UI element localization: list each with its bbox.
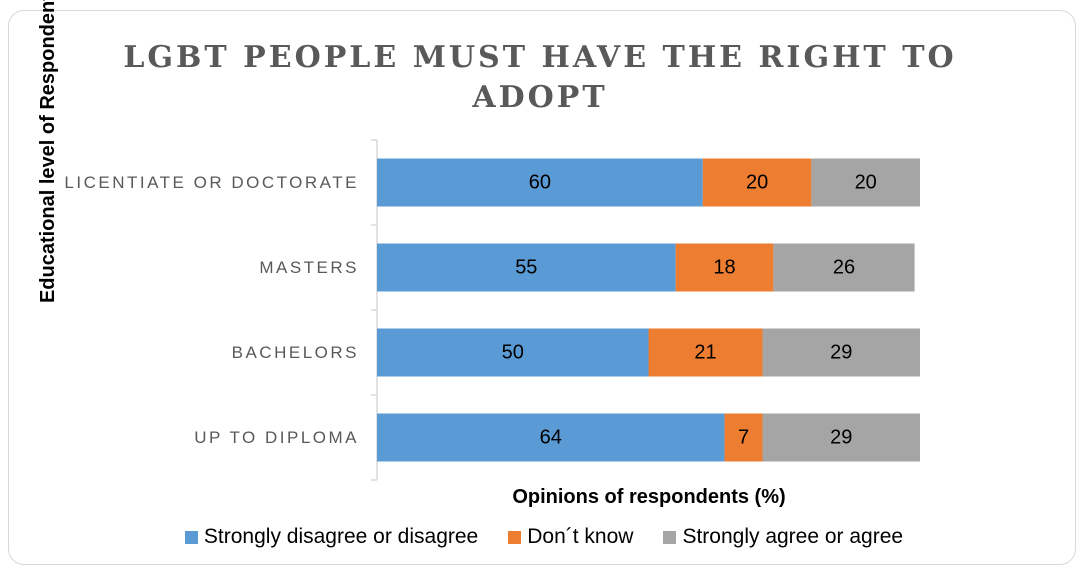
legend-label: Strongly agree or agree xyxy=(682,525,904,548)
data-label-don-t-know-masters: 18 xyxy=(713,257,735,279)
bar-strongly-agree-or-agree-up-to-diploma xyxy=(762,413,920,462)
legend: Strongly disagree or disagree Don´t know S… xyxy=(0,523,1088,551)
legend-swatch xyxy=(508,530,522,544)
bar-strongly-agree-or-agree-masters xyxy=(773,243,915,292)
bar-don-t-know-licentiate-or-doctorate xyxy=(702,158,812,207)
bar-don-t-know-masters xyxy=(675,243,774,292)
legend-swatch xyxy=(184,530,198,544)
bar-don-t-know-up-to-diploma xyxy=(724,413,763,462)
category-label-bachelors: BACHELORS xyxy=(232,343,359,362)
legend-item-strongly-agree-or-agree: Strongly agree or agree xyxy=(663,523,903,551)
legend-item-strongly-disagree-or-disagree: Strongly disagree or disagree xyxy=(184,523,479,551)
bar-don-t-know-bachelors xyxy=(648,328,763,377)
legend-label: Strongly disagree or disagree xyxy=(203,525,479,548)
data-label-strongly-agree-or-agree-up-to-diploma: 29 xyxy=(830,427,852,449)
category-label-up-to-diploma: UP TO DIPLOMA xyxy=(194,428,359,447)
legend-label: Don´t know xyxy=(527,525,634,548)
data-label-strongly-disagree-or-disagree-masters: 55 xyxy=(515,257,537,279)
legend-swatch xyxy=(663,530,677,544)
bar-strongly-disagree-or-disagree-masters xyxy=(377,243,676,292)
x-axis-title: Opinions of respondents (%) xyxy=(512,486,786,508)
data-label-don-t-know-up-to-diploma: 7 xyxy=(738,427,749,449)
bar-strongly-disagree-or-disagree-bachelors xyxy=(377,328,649,377)
data-label-don-t-know-licentiate-or-doctorate: 20 xyxy=(746,172,768,194)
category-label-masters: MASTERS xyxy=(259,258,359,277)
data-label-don-t-know-bachelors: 21 xyxy=(694,342,716,364)
bar-strongly-agree-or-agree-licentiate-or-doctorate xyxy=(811,158,920,207)
data-label-strongly-agree-or-agree-licentiate-or-doctorate: 20 xyxy=(855,172,877,194)
data-label-strongly-disagree-or-disagree-licentiate-or-doctorate: 60 xyxy=(529,172,551,194)
bar-strongly-disagree-or-disagree-licentiate-or-doctorate xyxy=(377,158,703,207)
legend-item-don-t-know: Don´t know xyxy=(508,523,633,551)
data-label-strongly-disagree-or-disagree-up-to-diploma: 64 xyxy=(540,427,562,449)
bar-strongly-disagree-or-disagree-up-to-diploma xyxy=(377,413,725,462)
data-label-strongly-agree-or-agree-bachelors: 29 xyxy=(830,342,852,364)
chart-title: LGBT PEOPLE MUST HAVE THE RIGHT TO ADOPT xyxy=(123,40,957,115)
bar-strongly-agree-or-agree-bachelors xyxy=(762,328,920,377)
category-label-licentiate-or-doctorate: LICENTIATE OR DOCTORATE xyxy=(64,173,359,192)
data-label-strongly-disagree-or-disagree-bachelors: 50 xyxy=(502,342,524,364)
data-label-strongly-agree-or-agree-masters: 26 xyxy=(833,257,855,279)
